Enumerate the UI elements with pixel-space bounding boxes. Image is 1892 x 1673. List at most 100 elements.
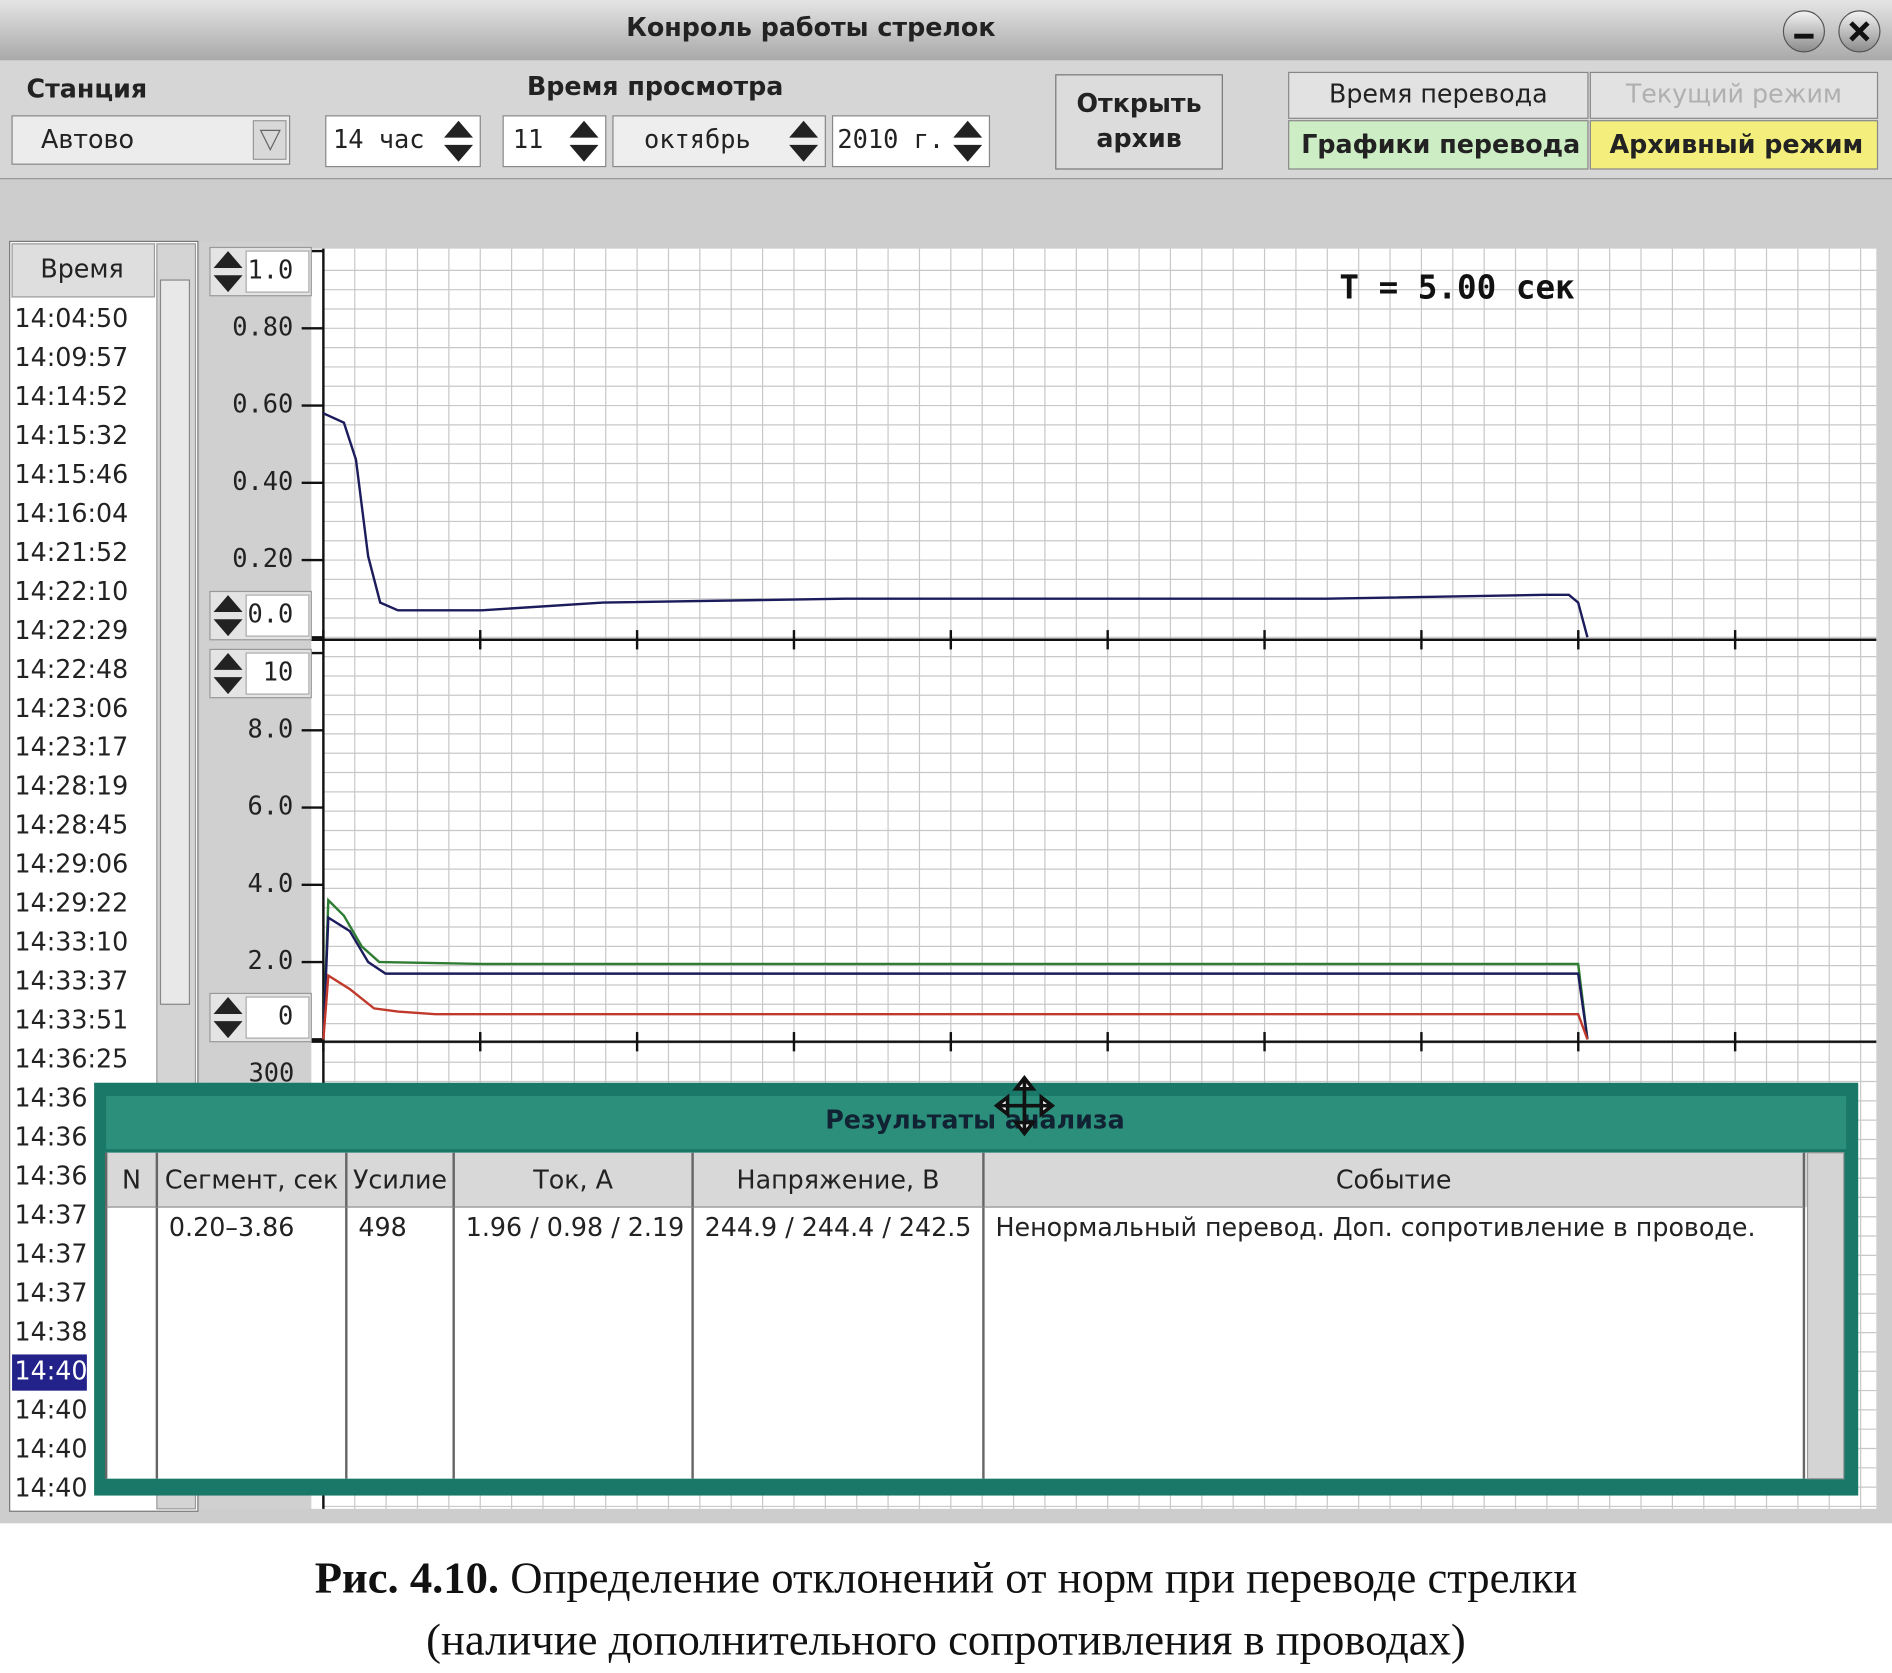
list-item[interactable]: 14:15:46 [14, 459, 128, 489]
spin-down[interactable] [953, 144, 983, 162]
y-tick-label: 0.40 [232, 466, 293, 496]
spin-down[interactable] [569, 144, 599, 162]
station-label: Станция [27, 74, 148, 104]
series-line [322, 915, 1589, 1040]
button-label: архив [1096, 123, 1181, 153]
spin-up[interactable] [953, 120, 983, 138]
list-item[interactable]: 14:38 [14, 1317, 87, 1347]
tab[interactable] [1288, 71, 1589, 119]
title-bar [0, 0, 1892, 61]
list-item[interactable]: 14:40 [14, 1473, 87, 1503]
table-cells: N Сегмент, сек Усилие Ток, А Напряжение, В Со… [104, 1152, 1806, 1479]
station-combo[interactable] [11, 115, 291, 165]
list-item[interactable]: 14:33:37 [14, 966, 128, 996]
annotation: T = 5.00 сек [1339, 269, 1575, 307]
column-header: Событие [1336, 1165, 1452, 1195]
table-scrollbar[interactable] [1806, 1152, 1845, 1480]
list-item[interactable]: 14:23:17 [14, 732, 128, 762]
list-item[interactable]: 14:37 [14, 1278, 87, 1308]
y-tick-label: 10 [263, 657, 293, 687]
list-item[interactable]: 14:37 [14, 1200, 87, 1230]
spin-down[interactable] [213, 619, 243, 637]
list-item[interactable]: 14:36 [14, 1122, 87, 1152]
list-item[interactable]: 14:37 [14, 1239, 87, 1269]
spin-down[interactable] [213, 1021, 243, 1039]
spin-up[interactable] [213, 653, 243, 670]
list-item[interactable]: 14:40 [14, 1395, 87, 1425]
table-cell: 1.96 / 0.98 / 2.19 [466, 1212, 684, 1242]
results-title: Результаты анализа [825, 1104, 1124, 1134]
scale-field[interactable] [245, 594, 310, 637]
list-item[interactable]: 14:36 [14, 1161, 87, 1191]
spin-up[interactable] [213, 595, 243, 612]
spin-up[interactable] [789, 120, 819, 138]
tab-label: Графики перевода [1301, 129, 1580, 159]
spin-up[interactable] [569, 120, 599, 138]
tab[interactable] [1589, 71, 1879, 119]
tab[interactable] [1288, 120, 1589, 170]
list-header-label: Время [40, 253, 123, 283]
caption-label: Рис. 4.10. [315, 1553, 499, 1603]
scale-field[interactable] [245, 250, 310, 293]
spin-up[interactable] [213, 997, 243, 1014]
list-item[interactable]: 14:22:48 [14, 654, 128, 684]
combo-button[interactable] [252, 120, 287, 160]
spin-down[interactable] [789, 144, 819, 162]
y-tick-label: 8.0 [247, 713, 293, 743]
hour-value: 14 час [333, 124, 424, 154]
list-item[interactable]: 14:22:10 [14, 576, 128, 606]
list-item[interactable]: 14:36 [14, 1083, 87, 1113]
list-item[interactable]: 14:22:29 [14, 615, 128, 645]
spin-up[interactable] [444, 120, 473, 138]
tab-label: Архивный режим [1609, 129, 1863, 159]
station-value: Автово [41, 124, 134, 154]
list-item[interactable]: 14:16:04 [14, 498, 128, 528]
hour-field[interactable] [325, 115, 481, 168]
table-cell: 0.20–3.86 [169, 1212, 294, 1242]
day-value: 11 [513, 124, 543, 154]
list-item[interactable]: 14:28:19 [14, 771, 128, 801]
list-item[interactable]: 14:33:51 [14, 1005, 128, 1035]
table-cell: 498 [358, 1212, 406, 1242]
list-item[interactable]: 14:15:32 [14, 420, 128, 450]
tab[interactable] [1589, 120, 1879, 170]
spin-up[interactable] [213, 251, 243, 268]
scale-field[interactable] [245, 996, 310, 1039]
list-item[interactable]: 14:04:50 [14, 303, 128, 333]
column-header: Ток, А [532, 1165, 613, 1195]
list-item[interactable]: 14:23:06 [14, 693, 128, 723]
minimize-button[interactable] [1782, 10, 1826, 53]
y-tick-label: 0.60 [232, 389, 293, 419]
series-line [322, 412, 1589, 638]
list-item[interactable]: 14:40 [14, 1356, 87, 1386]
spin-down[interactable] [444, 144, 473, 162]
time-label: Время просмотра [527, 71, 783, 101]
list-item[interactable]: 14:21:52 [14, 537, 128, 567]
list-item[interactable]: 14:36:25 [14, 1044, 128, 1074]
scale-field[interactable] [245, 652, 310, 695]
list-item[interactable]: 14:29:22 [14, 888, 128, 918]
column-header: N [122, 1165, 141, 1195]
list-item[interactable]: 14:33:10 [14, 927, 128, 957]
month-value: октябрь [644, 124, 751, 154]
list-item[interactable]: 14:09:57 [14, 342, 128, 372]
scroll-thumb[interactable] [159, 279, 191, 1005]
y-tick-label: 0.20 [232, 543, 293, 573]
day-field[interactable] [502, 115, 607, 168]
spin-down[interactable] [213, 275, 243, 293]
list-header [11, 243, 156, 298]
list-items: 14:04:50 14:09:57 14:14:52 14:15:32 14:15:46… [12, 303, 128, 1503]
spin-fields: 14 час 11 октябрь 2010 г. [325, 115, 991, 168]
list-item[interactable]: 14:40 [14, 1434, 87, 1464]
month-field[interactable] [612, 115, 826, 168]
open-archive-button[interactable] [1055, 74, 1223, 170]
list-item[interactable]: 14:28:45 [14, 810, 128, 840]
list-item[interactable]: 14:14:52 [14, 381, 128, 411]
y-tick-label: 0 [278, 1001, 293, 1031]
column-header: Сегмент, сек [165, 1165, 338, 1195]
list-item[interactable]: 14:29:06 [14, 849, 128, 879]
series-line [322, 897, 1589, 1040]
spin-down[interactable] [213, 677, 243, 695]
year-field[interactable] [831, 115, 991, 168]
